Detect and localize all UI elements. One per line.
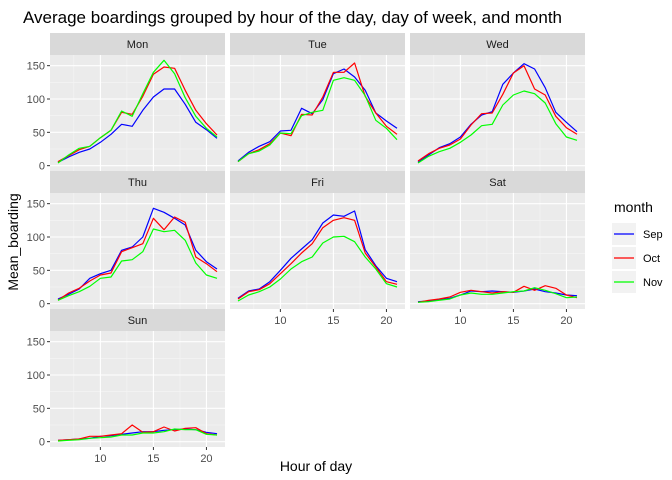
facet-strip-label: Thu [128,177,147,189]
series-line-nov-tue [237,77,398,163]
facet-strip-label: Mon [127,39,148,51]
x-tick-label: 15 [147,453,159,465]
legend-title: month [614,199,653,215]
series-line-oct-wed [417,65,578,162]
y-axis-title: Mean_boarding [5,193,21,290]
series-line-oct-fri [237,217,398,300]
y-tick-label: 150 [27,61,45,73]
facet-strip-label: Fri [311,177,324,189]
y-tick-label: 100 [27,370,45,382]
facet-strip [50,171,225,193]
facet-strip-label: Sun [128,315,148,327]
y-tick-label: 0 [39,161,45,173]
panel-background [50,193,225,309]
facet-strip-label: Wed [486,39,508,51]
series-line-oct-tue [237,62,398,163]
facet-panel-fri: Fri 10 15 20 [230,171,405,327]
x-tick-label: 20 [380,315,392,327]
chart-title: Average boardings grouped by hour of the… [23,8,562,27]
legend-label: Sep [643,229,663,241]
x-tick-label: 20 [560,315,572,327]
x-tick-label: 15 [507,315,519,327]
series-line-sep-fri [237,210,398,299]
facet-strip-label: Tue [308,39,327,51]
facet-panel-sat: Sat 10 15 20 [410,171,585,327]
x-axis-title: Hour of day [280,458,352,474]
x-tick-label: 10 [274,315,286,327]
legend-entry-nov: Nov [612,271,663,293]
y-tick-label: 50 [33,265,45,277]
facet-strip [410,171,585,193]
panel-background [50,55,225,171]
y-tick-label: 50 [33,127,45,139]
facet-strip [230,171,405,193]
facet-strip [410,33,585,55]
series-line-nov-wed [417,90,578,164]
y-tick-label: 150 [27,199,45,211]
facet-panel-tue: Tue [230,33,405,171]
facet-panel-thu: Thu 0 50 100 150 [27,171,225,311]
series-line-sep-wed [417,63,578,163]
panel-background [410,193,585,309]
x-tick-label: 20 [200,453,212,465]
panel-background [230,193,405,309]
series-line-sep-mon [57,88,218,163]
series-line-nov-mon [57,59,218,164]
y-tick-label: 0 [39,299,45,311]
y-tick-label: 50 [33,403,45,415]
x-tick-label: 10 [94,453,106,465]
series-line-nov-sun [57,428,218,442]
facet-strip [230,33,405,55]
series-line-oct-thu [57,216,218,301]
y-tick-label: 0 [39,437,45,449]
facet-panel-sun: Sun 0 50 100 150 10 15 20 [27,309,225,465]
x-tick-label: 15 [327,315,339,327]
panel-background [230,55,405,171]
legend-label: Oct [643,253,660,265]
series-line-nov-thu [57,228,218,301]
facet-panel-wed: Wed [410,33,585,171]
series-line-oct-sun [57,424,218,441]
y-tick-label: 100 [27,94,45,106]
y-tick-label: 100 [27,232,45,244]
series-line-nov-sat [417,287,578,303]
series-line-nov-fri [237,235,398,302]
facet-panel-mon: Mon 0 50 100 150 [27,33,225,173]
legend: month Sep Oct Nov [612,199,663,293]
y-tick-label: 150 [27,337,45,349]
legend-entry-sep: Sep [612,223,663,245]
facet-strip [50,33,225,55]
legend-entry-oct: Oct [612,247,660,269]
facet-strip-label: Sat [489,177,506,189]
legend-label: Nov [643,277,663,289]
series-line-oct-sat [417,285,578,303]
x-tick-label: 10 [454,315,466,327]
facet-strip [50,309,225,331]
